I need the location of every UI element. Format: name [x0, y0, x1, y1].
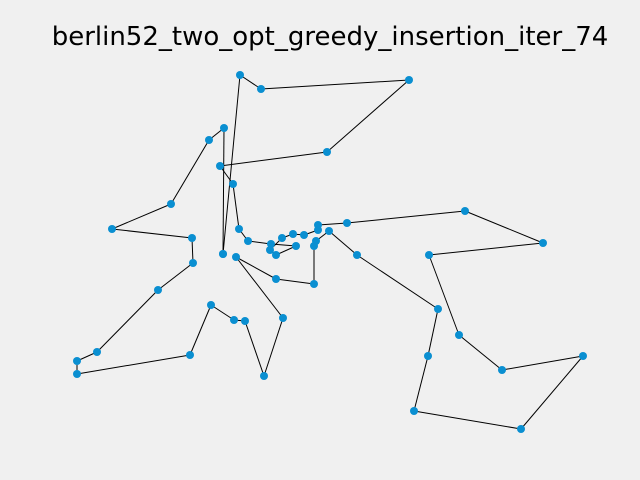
route-edge — [275, 278, 315, 285]
city-point — [207, 301, 215, 309]
city-point — [257, 85, 265, 93]
route-edge — [346, 210, 466, 224]
city-point — [323, 148, 331, 156]
city-point — [167, 200, 175, 208]
route-edge — [111, 203, 172, 230]
route-edge — [263, 317, 284, 377]
route-edge — [232, 183, 240, 230]
city-point — [108, 225, 116, 233]
route-edge — [428, 254, 460, 336]
city-point — [310, 280, 318, 288]
city-point — [235, 225, 243, 233]
city-point — [186, 351, 194, 359]
city-point — [310, 242, 318, 250]
city-point — [230, 316, 238, 324]
route-edge — [76, 354, 191, 375]
city-point — [425, 251, 433, 259]
city-point — [325, 227, 333, 235]
route-edge — [191, 237, 194, 264]
route-edge — [260, 79, 410, 90]
city-point — [455, 331, 463, 339]
route-edge — [428, 242, 544, 256]
city-point — [314, 221, 322, 229]
route-edge — [326, 79, 410, 153]
city-point — [410, 407, 418, 415]
city-point — [539, 239, 547, 247]
city-point — [260, 372, 268, 380]
route-edge — [520, 355, 584, 430]
city-point — [279, 314, 287, 322]
route-edge — [427, 308, 439, 357]
route-edge — [235, 256, 277, 280]
city-point — [189, 259, 197, 267]
city-point — [188, 234, 196, 242]
city-point — [292, 242, 300, 250]
city-point — [241, 317, 249, 325]
city-point — [424, 352, 432, 360]
city-point — [205, 136, 213, 144]
city-point — [278, 234, 286, 242]
city-point — [517, 425, 525, 433]
city-point — [300, 231, 308, 239]
route-edge — [235, 256, 284, 319]
city-point — [498, 366, 506, 374]
chart-title: berlin52_two_opt_greedy_insertion_iter_7… — [51, 22, 609, 52]
route-edge — [328, 230, 358, 256]
city-point — [236, 71, 244, 79]
city-point — [267, 240, 275, 248]
route-edge — [222, 127, 225, 255]
route-edge — [458, 334, 503, 371]
city-point — [461, 207, 469, 215]
city-point — [343, 219, 351, 227]
route-edge — [239, 74, 262, 90]
city-point — [154, 286, 162, 294]
city-point — [229, 180, 237, 188]
route-edge — [219, 151, 328, 167]
city-point — [93, 348, 101, 356]
route-edge — [464, 210, 544, 244]
route-edge — [189, 304, 212, 356]
city-point — [353, 251, 361, 259]
city-point — [272, 275, 280, 283]
route-edge — [96, 289, 159, 353]
route-edge — [170, 139, 210, 205]
route-edge — [222, 74, 241, 255]
route-edge — [413, 355, 429, 412]
city-point — [232, 253, 240, 261]
route-edge — [244, 320, 265, 377]
route-edge — [356, 254, 439, 310]
city-point — [266, 246, 274, 254]
city-point — [220, 124, 228, 132]
route-edge — [157, 262, 194, 291]
city-point — [579, 352, 587, 360]
city-point — [73, 370, 81, 378]
city-point — [289, 230, 297, 238]
route-edge — [111, 228, 193, 239]
route-edge — [210, 304, 235, 321]
city-point — [216, 162, 224, 170]
route-edge — [317, 222, 348, 226]
route-nodes — [73, 71, 587, 433]
city-point — [219, 250, 227, 258]
route-edge — [413, 410, 522, 430]
city-point — [405, 76, 413, 84]
city-point — [272, 251, 280, 259]
route-edge — [501, 355, 584, 371]
city-point — [73, 357, 81, 365]
city-point — [244, 237, 252, 245]
route-edges — [76, 74, 584, 430]
city-point — [434, 305, 442, 313]
